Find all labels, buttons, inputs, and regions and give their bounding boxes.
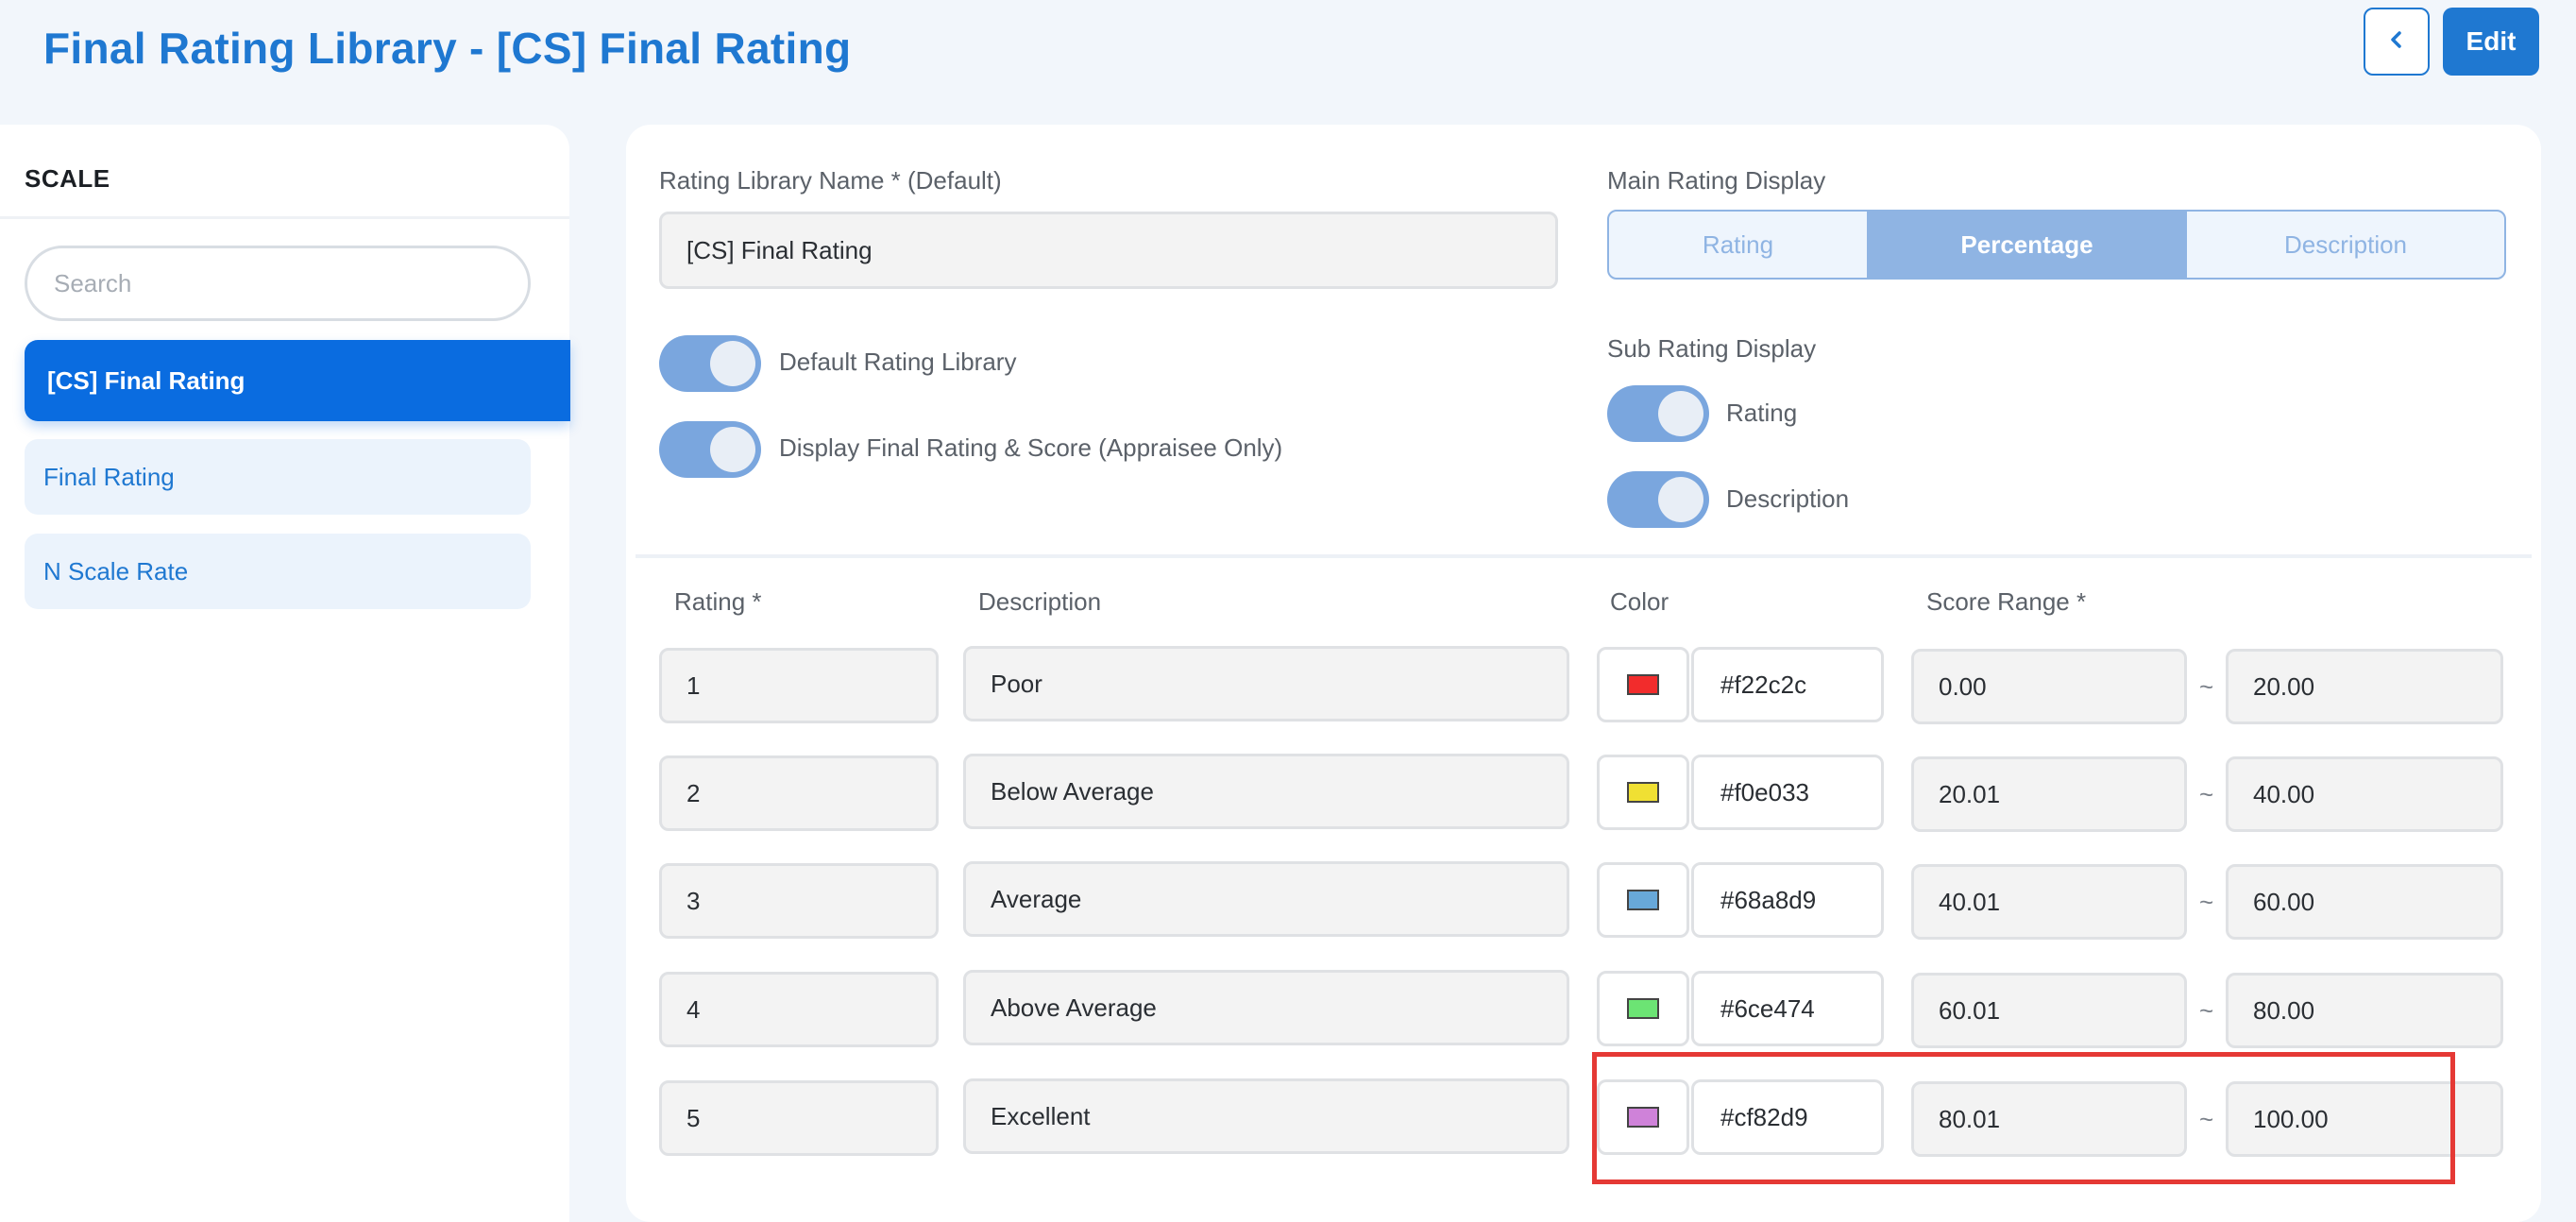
color-swatch — [1627, 674, 1659, 695]
sidebar-item-cs-final-rating[interactable]: [CS] Final Rating — [25, 340, 570, 421]
sidebar-item-n-scale-rate[interactable]: N Scale Rate — [25, 534, 531, 609]
scale-sidebar: SCALE [CS] Final Rating Final Rating N S… — [0, 125, 570, 1222]
default-library-toggle[interactable] — [659, 335, 761, 392]
range-separator: ~ — [2199, 888, 2214, 916]
color-hex-field[interactable]: #f0e033 — [1691, 755, 1884, 830]
sidebar-item-final-rating[interactable]: Final Rating — [25, 439, 531, 515]
rating-field[interactable]: 3 — [659, 863, 939, 939]
description-field[interactable]: Below Average — [963, 754, 1569, 829]
color-hex-field[interactable]: #6ce474 — [1691, 971, 1884, 1046]
score-min-field[interactable]: 20.01 — [1911, 756, 2187, 832]
column-header-description: Description — [978, 587, 1102, 616]
toggle-knob — [1658, 391, 1703, 436]
score-max-field[interactable]: 80.00 — [2226, 973, 2503, 1048]
display-final-rating-toggle[interactable] — [659, 421, 761, 478]
score-max-field[interactable]: 40.00 — [2226, 756, 2503, 832]
color-swatch — [1627, 998, 1659, 1019]
section-divider — [636, 554, 2532, 558]
color-picker-button[interactable] — [1597, 862, 1689, 938]
color-picker-button[interactable] — [1597, 971, 1689, 1046]
column-header-score-range: Score Range * — [1926, 587, 2087, 616]
sub-description-label: Description — [1726, 484, 1850, 513]
chevron-left-icon — [2386, 29, 2407, 55]
main-rating-display-selector: Rating Percentage Description — [1607, 210, 2506, 280]
range-separator: ~ — [2199, 780, 2214, 808]
range-separator: ~ — [2199, 672, 2214, 701]
main-rating-display-label: Main Rating Display — [1607, 166, 1826, 195]
edit-button[interactable]: Edit — [2443, 8, 2539, 76]
back-button[interactable] — [2364, 8, 2430, 76]
sub-rating-label: Rating — [1726, 399, 1798, 427]
color-swatch — [1627, 1107, 1659, 1128]
sub-description-toggle[interactable] — [1607, 471, 1709, 528]
description-field[interactable]: Average — [963, 861, 1569, 937]
color-picker-button[interactable] — [1597, 647, 1689, 722]
range-separator: ~ — [2199, 1105, 2214, 1133]
color-hex-field[interactable]: #cf82d9 — [1691, 1079, 1884, 1155]
description-field[interactable]: Above Average — [963, 970, 1569, 1045]
color-hex-field[interactable]: #f22c2c — [1691, 647, 1884, 722]
sub-rating-toggle[interactable] — [1607, 385, 1709, 442]
option-rating[interactable]: Rating — [1609, 212, 1869, 278]
rating-field[interactable]: 5 — [659, 1080, 939, 1156]
column-header-color: Color — [1610, 587, 1669, 616]
score-min-field[interactable]: 60.01 — [1911, 973, 2187, 1048]
column-header-rating: Rating * — [674, 587, 762, 616]
score-min-field[interactable]: 40.01 — [1911, 864, 2187, 940]
option-description[interactable]: Description — [2283, 229, 2408, 259]
score-max-field[interactable]: 60.00 — [2226, 864, 2503, 940]
color-picker-button[interactable] — [1597, 1079, 1689, 1155]
range-separator: ~ — [2199, 996, 2214, 1025]
toggle-knob — [710, 427, 755, 472]
sub-rating-display-label: Sub Rating Display — [1607, 334, 1817, 363]
score-max-field[interactable]: 20.00 — [2226, 649, 2503, 724]
color-swatch — [1627, 782, 1659, 803]
display-final-rating-label: Display Final Rating & Score (Appraisee … — [779, 433, 1283, 462]
description-field[interactable]: Poor — [963, 646, 1569, 721]
rating-library-panel: Rating Library Name * (Default) [CS] Fin… — [626, 125, 2541, 1222]
sidebar-title: SCALE — [25, 164, 110, 193]
toggle-knob — [710, 341, 755, 386]
score-min-field[interactable]: 0.00 — [1911, 649, 2187, 724]
rating-field[interactable]: 2 — [659, 755, 939, 831]
option-percentage[interactable]: Percentage — [1869, 212, 2187, 278]
score-max-field[interactable]: 100.00 — [2226, 1081, 2503, 1157]
color-hex-field[interactable]: #68a8d9 — [1691, 862, 1884, 938]
default-library-label: Default Rating Library — [779, 348, 1017, 376]
color-swatch — [1627, 890, 1659, 910]
page-title: Final Rating Library - [CS] Final Rating — [43, 24, 852, 73]
rating-field[interactable]: 1 — [659, 648, 939, 723]
toggle-knob — [1658, 477, 1703, 522]
rating-field[interactable]: 4 — [659, 972, 939, 1047]
search-input[interactable] — [25, 246, 531, 321]
library-name-field[interactable]: [CS] Final Rating — [659, 212, 1558, 289]
divider — [0, 216, 569, 219]
score-min-field[interactable]: 80.01 — [1911, 1081, 2187, 1157]
description-field[interactable]: Excellent — [963, 1078, 1569, 1154]
library-name-label: Rating Library Name * (Default) — [659, 166, 1002, 195]
color-picker-button[interactable] — [1597, 755, 1689, 830]
